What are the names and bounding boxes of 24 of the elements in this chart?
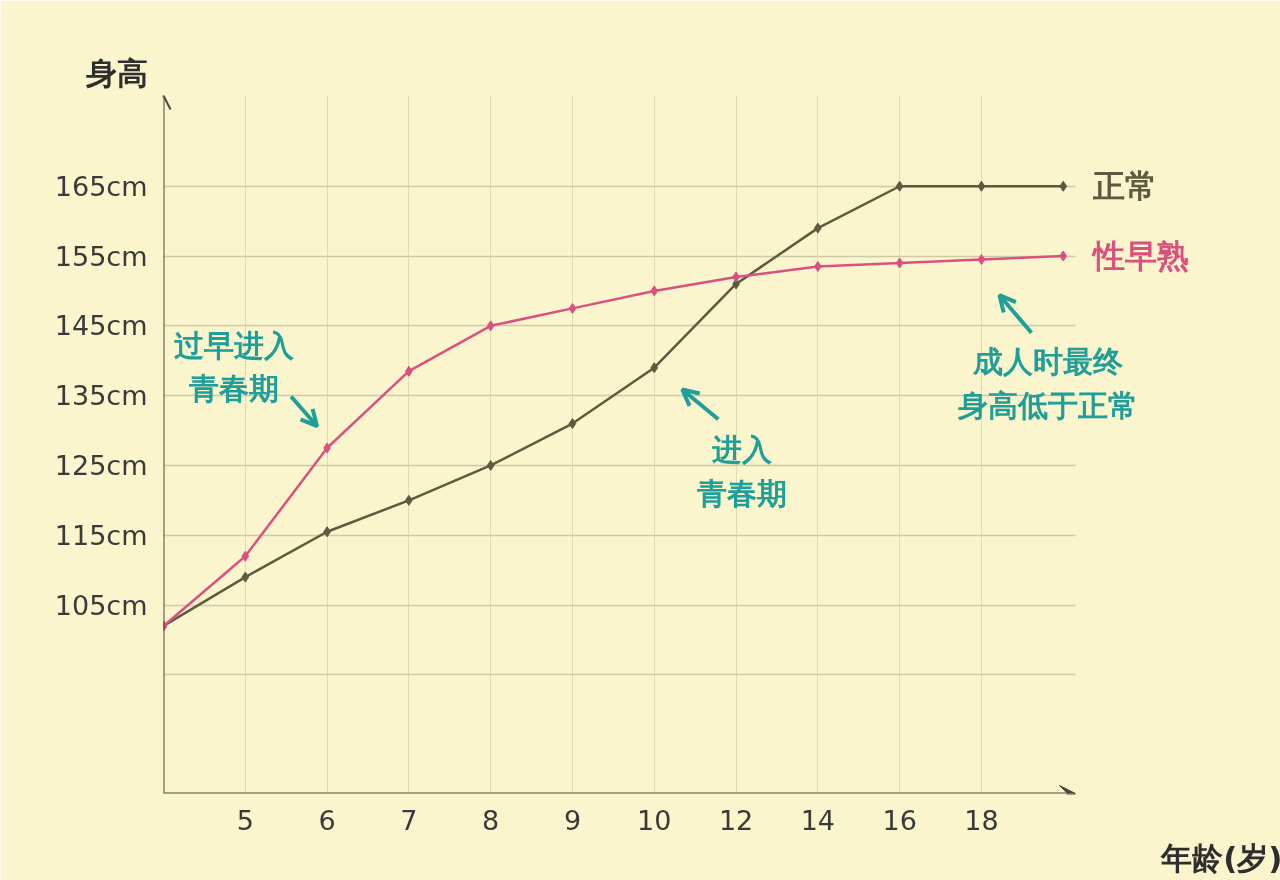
x-tick-label: 5 (236, 804, 254, 836)
y-tick-label: 125cm (54, 449, 148, 481)
x-axis-title: 年龄(岁) (1160, 839, 1280, 876)
x-tick-label: 10 (637, 804, 672, 836)
x-tick-label: 6 (318, 804, 336, 836)
annotation: 过早进入青春期 (174, 327, 296, 407)
x-tick-label: 9 (563, 804, 582, 836)
y-axis-title: 身高 (84, 54, 148, 91)
x-tick-label: 12 (718, 804, 754, 836)
annotation: 成人时最终身高低于正常 (957, 344, 1139, 423)
y-tick-label: 105cm (54, 589, 148, 621)
x-tick-label: 16 (882, 804, 917, 836)
y-tick-label: 145cm (54, 310, 148, 342)
annotation: 进入青春期 (696, 432, 788, 512)
x-tick-label: 18 (964, 804, 999, 836)
y-tick-label: 115cm (54, 519, 148, 551)
x-tick-label: 14 (800, 804, 836, 836)
series-label: 性早熟 (1091, 237, 1190, 276)
y-tick-label: 135cm (54, 380, 148, 412)
x-tick-label: 7 (400, 804, 418, 836)
series-label: 正常 (1092, 167, 1158, 206)
y-tick-label: 155cm (54, 240, 148, 272)
x-tick-label: 8 (482, 804, 500, 836)
y-tick-label: 165cm (54, 170, 148, 202)
